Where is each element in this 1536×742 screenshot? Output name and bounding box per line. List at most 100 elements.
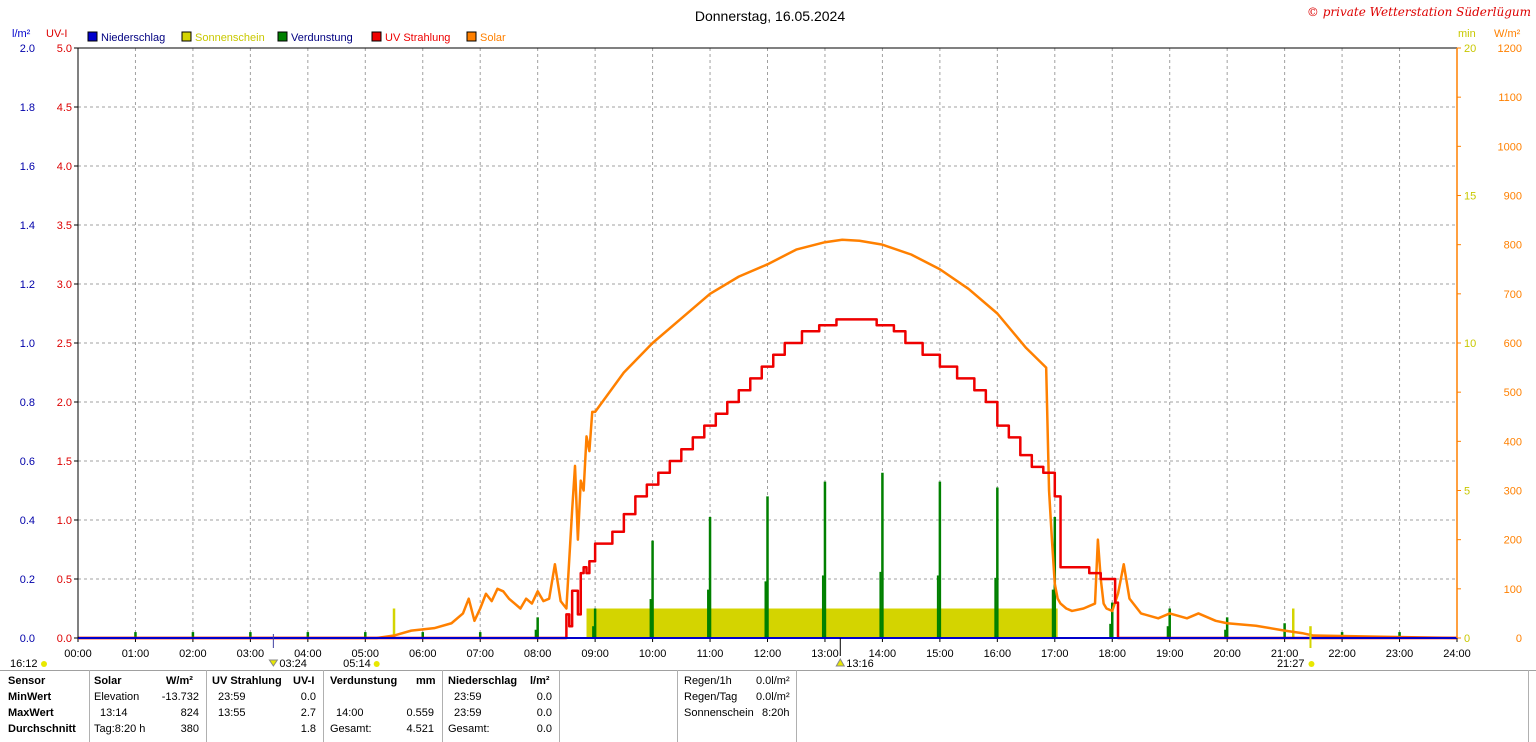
left-axis-unit-2: UV-I	[46, 28, 67, 40]
right-axis-unit-1: min	[1458, 28, 1476, 40]
x-tick-label: 07:00	[466, 648, 494, 660]
legend-label: Verdunstung	[291, 32, 353, 44]
left-tick-uv: 2.5	[57, 338, 72, 350]
avg-solar-time: Tag:8:20 h	[94, 723, 146, 735]
chart-title: Donnerstag, 16.05.2024	[695, 8, 845, 24]
line-series	[78, 238, 1458, 640]
right-tick-solar: 800	[1504, 240, 1522, 252]
x-tick-label: 11:00	[697, 648, 724, 660]
min-nied-time: 23:59	[454, 691, 482, 703]
right-tick-solar: 500	[1504, 387, 1522, 399]
marker-left-time: 16:12	[10, 658, 38, 670]
right-tick-minutes: 5	[1464, 486, 1470, 498]
left-tick-precip: 1.2	[20, 279, 35, 291]
marker-sun-dot	[41, 661, 47, 667]
marker-sunset-dot	[1308, 661, 1315, 667]
right-tick-solar: 400	[1504, 436, 1522, 448]
left-tick-uv: 2.0	[57, 397, 72, 409]
sonnenschein-label: Sonnenschein	[684, 707, 754, 719]
min-solar-time: Elevation	[94, 691, 140, 703]
min-uv-value: 0.0	[300, 691, 316, 703]
legend-swatch	[371, 31, 382, 42]
right-axis-unit-2: W/m²	[1494, 28, 1521, 40]
left-tick-uv: 4.0	[57, 161, 72, 173]
marker-noon-time: 13:16	[846, 658, 874, 670]
time-markers: 16:12 03:24 05:14 13:16 21:27	[10, 634, 1315, 670]
solar-line	[78, 238, 1458, 640]
grid	[78, 48, 1457, 638]
x-tick-label: 15:00	[926, 648, 954, 660]
max-uv-value: 2.7	[300, 707, 316, 719]
x-tick-label: 20:00	[1213, 648, 1241, 660]
max-solar-value: 824	[180, 707, 199, 719]
right-tick-minutes: 0	[1464, 633, 1470, 645]
weather-chart: Donnerstag, 16.05.2024 © private Wetters…	[10, 5, 1531, 670]
x-tick-label: 22:00	[1328, 648, 1356, 660]
x-tick-label: 13:00	[811, 648, 839, 660]
axis-ticks: 0.0 0.2 0.4 0.6 0.8 1.0 1.2 1.4 1.6 1.8 2.0 0.0 0.5 1…	[20, 43, 1522, 660]
header-sensor: Sensor	[8, 675, 46, 687]
left-tick-precip: 0.0	[20, 633, 35, 645]
left-tick-uv: 3.5	[57, 220, 72, 232]
x-tick-label: 23:00	[1386, 648, 1414, 660]
row-label-maxwert: MaxWert	[8, 707, 54, 719]
left-tick-uv: 4.5	[57, 102, 72, 114]
x-tick-label: 06:00	[409, 648, 437, 660]
left-tick-precip: 0.8	[20, 397, 35, 409]
header-niederschlag: Niederschlag	[448, 675, 518, 687]
legend-label: Niederschlag	[101, 32, 165, 44]
right-tick-minutes: 20	[1464, 43, 1476, 55]
max-verd-value: 0.559	[406, 707, 434, 719]
max-verd-time: 14:00	[336, 707, 364, 719]
x-tick-label: 17:00	[1041, 648, 1069, 660]
left-tick-uv: 0.0	[57, 633, 72, 645]
left-tick-uv: 5.0	[57, 43, 72, 55]
left-tick-precip: 1.8	[20, 102, 35, 114]
x-tick-label: 04:00	[294, 648, 322, 660]
legend-swatch	[277, 31, 288, 42]
header-verdunstung-unit: mm	[416, 675, 436, 687]
left-tick-uv: 3.0	[57, 279, 72, 291]
right-tick-minutes: 15	[1464, 191, 1476, 203]
copyright-text: © private Wetterstation Süderlügum	[1307, 5, 1531, 19]
sonnenschein-value: 8:20h	[762, 707, 790, 719]
regen-1h-value: 0.0l/m²	[756, 675, 790, 687]
avg-solar-value: 380	[180, 723, 199, 735]
right-tick-solar: 100	[1504, 584, 1522, 596]
max-nied-time: 23:59	[454, 707, 482, 719]
right-tick-solar: 600	[1504, 338, 1522, 350]
x-tick-label: 09:00	[581, 648, 609, 660]
x-tick-label: 01:00	[122, 648, 150, 660]
x-tick-label: 03:00	[237, 648, 265, 660]
max-solar-time: 13:14	[100, 707, 128, 719]
uv-line	[78, 318, 1457, 640]
right-tick-solar: 0	[1516, 633, 1522, 645]
left-tick-precip: 2.0	[20, 43, 35, 55]
regen-tag-value: 0.0l/m²	[756, 691, 790, 703]
right-tick-solar: 900	[1504, 191, 1522, 203]
marker-sunrise-dot	[373, 661, 380, 667]
min-nied-value: 0.0	[536, 691, 552, 703]
regen-tag-label: Regen/Tag	[684, 691, 738, 703]
avg-uv-value: 1.8	[300, 723, 316, 735]
sunshine-series	[392, 608, 1312, 638]
right-tick-solar: 1100	[1498, 92, 1522, 104]
header-verdunstung: Verdunstung	[330, 675, 398, 687]
legend-swatch	[466, 31, 477, 42]
total-nied-value: 0.0	[536, 723, 552, 735]
header-uv: UV Strahlung	[212, 675, 282, 687]
row-label-durchschnitt: Durchschnitt	[8, 723, 76, 735]
marker-twilight-icon	[268, 659, 279, 667]
plot-frame	[77, 47, 1458, 639]
marker-sunrise-time: 05:14	[343, 658, 371, 670]
evaporation-series	[134, 472, 1401, 638]
marker-twilight-time: 03:24	[279, 658, 307, 670]
right-tick-minutes: 10	[1464, 338, 1476, 350]
right-tick-solar: 200	[1504, 535, 1522, 547]
header-uv-unit: UV-I	[293, 675, 315, 687]
x-tick-label: 08:00	[524, 648, 552, 660]
total-verd-value: 4.521	[406, 723, 434, 735]
max-uv-time: 13:55	[218, 707, 246, 719]
x-tick-label: 12:00	[754, 648, 782, 660]
legend-swatch	[181, 31, 192, 42]
